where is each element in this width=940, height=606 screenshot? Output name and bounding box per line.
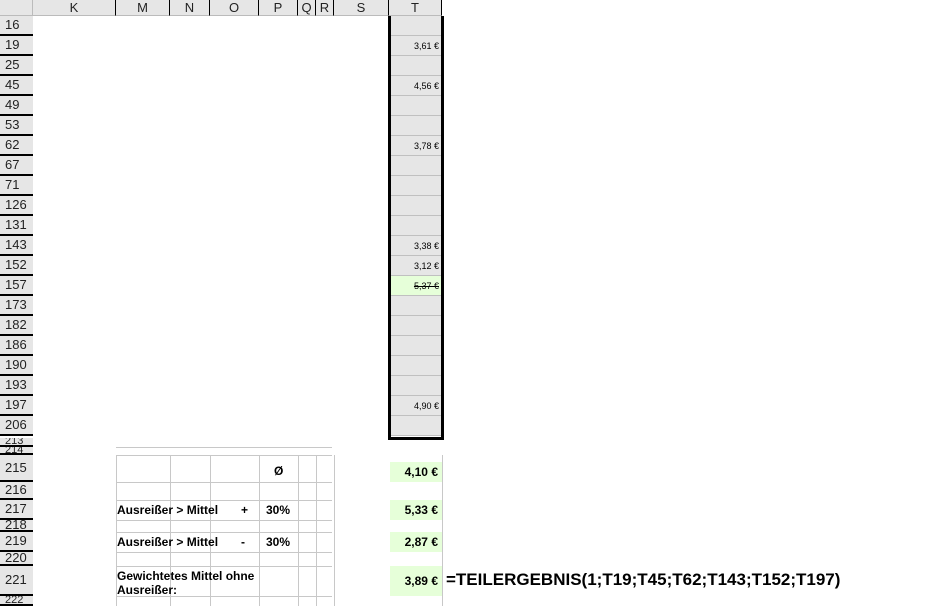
gridline: [170, 455, 171, 606]
column-header-K[interactable]: K: [33, 0, 116, 16]
row-header[interactable]: 216: [0, 482, 33, 500]
cell-T[interactable]: [389, 16, 442, 36]
gridline: [116, 482, 332, 483]
gridline: [116, 500, 332, 501]
row-header[interactable]: 19: [0, 36, 33, 56]
cell-T[interactable]: [389, 156, 442, 176]
row-header[interactable]: 53: [0, 116, 33, 136]
gridline: [116, 566, 332, 567]
row-header[interactable]: 222: [0, 596, 33, 606]
lower-sign: -: [241, 535, 245, 549]
row-header[interactable]: 157: [0, 276, 33, 296]
column-header-O[interactable]: O: [210, 0, 259, 16]
gridline: [116, 532, 332, 533]
gridline: [116, 447, 332, 448]
gridline: [116, 596, 332, 597]
cell-T[interactable]: [389, 316, 442, 336]
row-header[interactable]: 67: [0, 156, 33, 176]
gridline: [316, 455, 317, 606]
gridline: [116, 552, 332, 553]
upper-sign: +: [241, 503, 249, 517]
column-header-R[interactable]: R: [316, 0, 334, 16]
row-header[interactable]: 217: [0, 500, 33, 520]
row-header[interactable]: 131: [0, 216, 33, 236]
column-header-N[interactable]: N: [170, 0, 210, 16]
row-header[interactable]: 143: [0, 236, 33, 256]
cell-T[interactable]: 4,56 €: [389, 76, 442, 96]
weighted-label-line1: Gewichtetes Mittel ohne: [117, 569, 255, 583]
column-header-P[interactable]: P: [259, 0, 298, 16]
cell-T[interactable]: 4,90 €: [389, 396, 442, 416]
row-header[interactable]: 45: [0, 76, 33, 96]
row-header[interactable]: 197: [0, 396, 33, 416]
gridline: [442, 455, 443, 606]
row-header[interactable]: 62: [0, 136, 33, 156]
cell-T[interactable]: [389, 56, 442, 76]
selection-border-left: [388, 16, 391, 440]
cell-T[interactable]: [389, 216, 442, 236]
row-header[interactable]: 206: [0, 416, 33, 436]
row-header[interactable]: 213: [0, 438, 33, 447]
lower-value-cell[interactable]: 2,87 €: [390, 532, 442, 552]
lower-label: Ausreißer > Mittel: [117, 535, 219, 549]
row-header[interactable]: 49: [0, 96, 33, 116]
row-header[interactable]: 25: [0, 56, 33, 76]
row-header[interactable]: 186: [0, 336, 33, 356]
cell-T[interactable]: [389, 336, 442, 356]
row-header[interactable]: 219: [0, 532, 33, 552]
weighted-label-line2: Ausreißer:: [117, 583, 178, 597]
row-header[interactable]: 182: [0, 316, 33, 336]
cell-T[interactable]: 3,78 €: [389, 136, 442, 156]
gridline: [116, 455, 117, 606]
avg-symbol: Ø: [274, 464, 284, 478]
gridline: [259, 455, 260, 606]
cell-T[interactable]: 3,61 €: [389, 36, 442, 56]
upper-pct: 30%: [266, 503, 291, 517]
selection-border-right: [441, 16, 444, 440]
row-header[interactable]: 152: [0, 256, 33, 276]
row-header[interactable]: 220: [0, 552, 33, 566]
row-header[interactable]: 221: [0, 566, 33, 596]
column-header-M[interactable]: M: [116, 0, 170, 16]
row-header[interactable]: 173: [0, 296, 33, 316]
column-header-T[interactable]: T: [389, 0, 442, 16]
cell-T[interactable]: [389, 356, 442, 376]
row-header[interactable]: 16: [0, 16, 33, 36]
weighted-value-cell[interactable]: 3,89 €: [390, 566, 442, 596]
cell-T[interactable]: [389, 116, 442, 136]
corner-header[interactable]: [0, 0, 33, 16]
gridline: [116, 455, 332, 456]
cell-T[interactable]: [389, 96, 442, 116]
upper-label: Ausreißer > Mittel: [117, 503, 219, 517]
row-header[interactable]: 71: [0, 176, 33, 196]
cell-T[interactable]: [389, 296, 442, 316]
cell-T[interactable]: [389, 416, 442, 436]
avg-value-cell[interactable]: 4,10 €: [390, 462, 442, 482]
formula-annotation: =TEILERGEBNIS(1;T19;T45;T62;T143;T152;T1…: [446, 570, 841, 589]
cell-T[interactable]: [389, 176, 442, 196]
selection-border-bottom: [388, 437, 444, 440]
cell-T[interactable]: 5,37 €: [389, 276, 442, 296]
row-header[interactable]: 126: [0, 196, 33, 216]
row-header[interactable]: 193: [0, 376, 33, 396]
gridline: [298, 455, 299, 606]
row-header[interactable]: 190: [0, 356, 33, 376]
cell-T[interactable]: [389, 376, 442, 396]
lower-pct: 30%: [266, 535, 291, 549]
gridline: [210, 455, 211, 606]
column-header-Q[interactable]: Q: [298, 0, 316, 16]
row-header[interactable]: 214: [0, 447, 33, 455]
row-header[interactable]: 218: [0, 520, 33, 532]
upper-value-cell[interactable]: 5,33 €: [390, 500, 442, 520]
gridline: [116, 520, 332, 521]
row-header[interactable]: 215: [0, 455, 33, 482]
gridline: [334, 455, 335, 606]
cell-T[interactable]: [389, 196, 442, 216]
cell-T[interactable]: 3,12 €: [389, 256, 442, 276]
column-header-S[interactable]: S: [334, 0, 389, 16]
cell-T[interactable]: 3,38 €: [389, 236, 442, 256]
